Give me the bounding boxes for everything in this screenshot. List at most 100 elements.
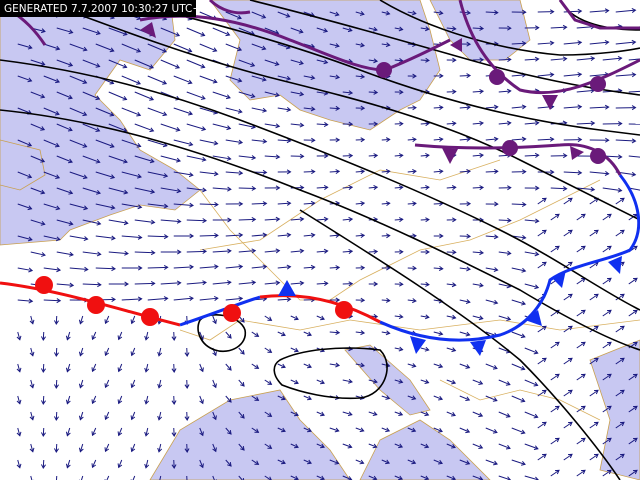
- wind-arrow-head: [122, 95, 128, 101]
- wind-arrow-head: [163, 264, 169, 270]
- wind-arrow: [225, 427, 232, 435]
- wind-arrow: [92, 363, 97, 372]
- wind-arrow-head: [78, 447, 84, 453]
- wind-arrow: [82, 155, 100, 163]
- wind-arrow-head: [373, 89, 379, 95]
- wind-arrow: [420, 379, 429, 384]
- wind-arrow-head: [299, 153, 305, 159]
- wind-arrow: [420, 475, 429, 480]
- wind-arrow-head: [136, 143, 142, 148]
- wind-arrow: [524, 443, 539, 450]
- wind-arrow-head: [16, 399, 22, 405]
- wind-arrow-head: [109, 47, 115, 53]
- wind-arrow: [589, 106, 609, 109]
- wind-arrow: [381, 395, 390, 400]
- wind-arrow-head: [82, 174, 88, 180]
- wind-arrow-head: [320, 443, 325, 449]
- warm-front-symbol: [223, 304, 241, 322]
- wind-arrow: [43, 43, 60, 50]
- wind-arrow: [342, 250, 353, 253]
- wind-arrow-head: [82, 46, 88, 52]
- wind-arrow: [277, 395, 286, 400]
- wind-arrow: [290, 218, 304, 221]
- wind-arrow-head: [348, 216, 354, 222]
- wind-arrow-head: [632, 277, 638, 283]
- wind-arrow-head: [617, 187, 623, 193]
- wind-arrow: [43, 139, 60, 147]
- wind-arrow-head: [187, 79, 193, 85]
- wind-arrow-head: [227, 280, 232, 286]
- wind-arrow-head: [385, 201, 391, 207]
- wind-arrow-head: [226, 155, 232, 161]
- wind-arrow: [446, 347, 456, 352]
- wind-arrow: [108, 91, 127, 100]
- wind-arrow-head: [541, 261, 547, 267]
- wind-arrow: [134, 251, 155, 254]
- wind-arrow-head: [549, 136, 555, 142]
- wind-arrow-head: [320, 315, 325, 321]
- wind-arrow-head: [123, 189, 129, 195]
- wind-arrow: [108, 59, 127, 68]
- wind-arrow: [82, 251, 101, 255]
- wind-arrow-head: [68, 29, 74, 35]
- wind-arrow: [511, 459, 526, 465]
- wind-arrow-head: [275, 123, 281, 129]
- wind-arrow-head: [577, 40, 583, 46]
- wind-arrow: [17, 43, 32, 49]
- wind-arrow: [264, 282, 280, 285]
- wind-arrow-head: [240, 413, 245, 419]
- isobar: [119, 0, 640, 136]
- wind-arrow-head: [189, 233, 195, 239]
- wind-arrow: [368, 379, 378, 383]
- wind-arrow: [56, 123, 73, 131]
- wind-arrow: [82, 91, 100, 100]
- wind-arrow: [134, 155, 154, 163]
- wind-arrow: [251, 266, 267, 269]
- wind-arrow: [381, 43, 390, 46]
- wind-arrow: [628, 309, 638, 317]
- wind-arrow: [511, 299, 526, 305]
- wind-arrow-head: [507, 57, 512, 63]
- wind-arrow-head: [226, 125, 232, 131]
- wind-arrow-head: [27, 173, 33, 179]
- wind-arrow-head: [117, 463, 123, 469]
- cold-front-symbol: [608, 256, 622, 274]
- wind-arrow: [290, 282, 304, 285]
- wind-arrow: [147, 139, 167, 147]
- isobar: [273, 347, 388, 400]
- wind-arrow-head: [95, 95, 101, 101]
- wind-arrow-head: [506, 120, 512, 126]
- wind-arrow: [199, 107, 218, 114]
- wind-arrow-head: [533, 413, 539, 419]
- wind-arrow-head: [577, 137, 583, 143]
- wind-arrow-head: [385, 233, 391, 239]
- wind-arrow: [407, 459, 416, 464]
- wind-arrow-head: [67, 126, 73, 132]
- wind-arrow: [381, 202, 390, 205]
- wind-arrow-head: [580, 437, 586, 443]
- wind-arrow-head: [507, 185, 512, 191]
- wind-arrow-head: [604, 39, 610, 45]
- occluded-front-symbol: [450, 38, 462, 52]
- wind-arrow-head: [580, 341, 586, 347]
- wind-arrow: [589, 10, 609, 13]
- wind-arrow: [147, 107, 167, 116]
- wind-arrow-head: [117, 367, 123, 373]
- wind-arrow-head: [68, 158, 73, 164]
- wind-arrow-head: [117, 335, 123, 341]
- wind-arrow-head: [171, 336, 177, 341]
- wind-arrow: [576, 373, 586, 381]
- wind-arrow-head: [299, 185, 305, 191]
- wind-arrow-head: [157, 351, 163, 357]
- wind-arrow: [459, 106, 471, 109]
- wind-arrow: [186, 155, 206, 161]
- wind-arrow: [186, 187, 206, 191]
- wind-arrow: [225, 107, 242, 113]
- wind-arrow-head: [225, 31, 231, 37]
- wind-arrow: [446, 379, 456, 384]
- wind-arrow: [199, 427, 204, 436]
- wind-arrow: [342, 475, 352, 480]
- wind-arrow: [212, 155, 231, 160]
- wind-arrow-head: [580, 373, 586, 379]
- wind-arrow: [355, 11, 365, 15]
